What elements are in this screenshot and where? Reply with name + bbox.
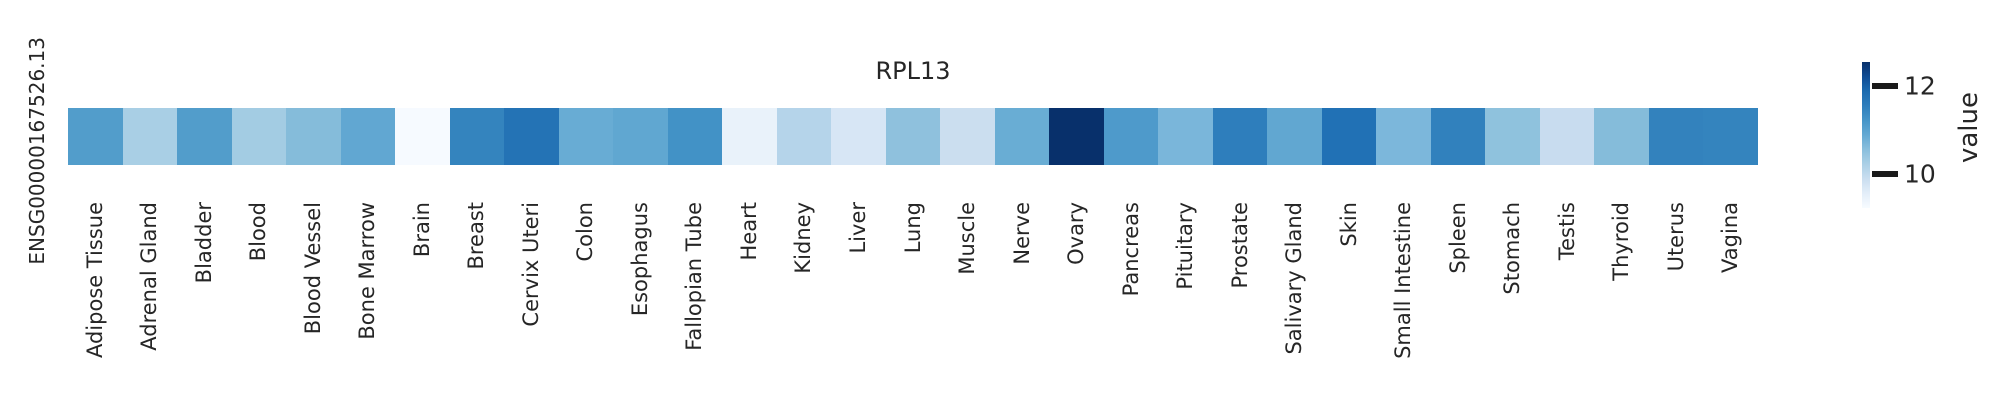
tissue-label-brain: Brain xyxy=(409,202,434,258)
tissue-label-stomach: Stomach xyxy=(1500,202,1525,295)
heatmap-cell-colon xyxy=(558,108,614,165)
heatmap-cell-fallopian-tube xyxy=(667,108,723,165)
tissue-label-bone-marrow: Bone Marrow xyxy=(355,202,380,340)
heatmap-cell-skin xyxy=(1321,108,1377,165)
heatmap-cell-kidney xyxy=(776,108,832,165)
heatmap-cell-nerve xyxy=(994,108,1050,165)
heatmap-cell-heart xyxy=(722,108,777,165)
heatmap-cell-adipose-tissue xyxy=(68,108,123,165)
tissue-label-vagina: Vagina xyxy=(1718,202,1743,273)
tissue-label-fallopian-tube: Fallopian Tube xyxy=(682,202,707,351)
heatmap-cell-pituitary xyxy=(1158,108,1213,165)
tissue-label-liver: Liver xyxy=(845,202,870,254)
tissue-label-skin: Skin xyxy=(1336,202,1361,247)
colorbar-tick-label: 10 xyxy=(1904,159,1936,189)
tissue-label-muscle: Muscle xyxy=(955,202,980,275)
heatmap-cell-vagina xyxy=(1703,108,1758,165)
heatmap-cell-uterus xyxy=(1648,108,1704,165)
heatmap-cell-muscle xyxy=(940,108,995,165)
colorbar-gradient xyxy=(1862,62,1870,208)
heatmap-cell-stomach xyxy=(1485,108,1540,165)
heatmap-cell-brain xyxy=(395,108,450,165)
tissue-label-adrenal-gland: Adrenal Gland xyxy=(137,202,162,351)
tissue-label-uterus: Uterus xyxy=(1663,202,1688,272)
heatmap-cell-lung xyxy=(885,108,941,165)
tissue-label-adipose-tissue: Adipose Tissue xyxy=(82,202,107,359)
tissue-label-pituitary: Pituitary xyxy=(1173,202,1198,290)
tissue-label-blood-vessel: Blood Vessel xyxy=(300,202,325,335)
heatmap-cell-small-intestine xyxy=(1376,108,1431,165)
tissue-label-ovary: Ovary xyxy=(1064,202,1089,265)
tissue-label-small-intestine: Small Intestine xyxy=(1391,202,1416,359)
gene-id-row-label: ENSG00000167526.13 xyxy=(25,37,49,265)
tissue-label-salivary-gland: Salivary Gland xyxy=(1282,202,1307,355)
heatmap-cell-bladder xyxy=(177,108,232,165)
colorbar-tick-label: 12 xyxy=(1904,71,1936,101)
tissue-label-pancreas: Pancreas xyxy=(1118,202,1143,297)
tissue-label-colon: Colon xyxy=(573,202,598,262)
heatmap-cell-breast xyxy=(449,108,505,165)
heatmap-cell-salivary-gland xyxy=(1267,108,1322,165)
tissue-label-blood: Blood xyxy=(246,202,271,262)
colorbar-axis-label: value xyxy=(1954,92,1984,164)
tissue-label-breast: Breast xyxy=(464,202,489,270)
colorbar-tick-mark xyxy=(1872,171,1898,177)
tissue-label-lung: Lung xyxy=(900,202,925,254)
heatmap-cell-cervix-uteri xyxy=(504,108,559,165)
heatmap-cell-blood xyxy=(231,108,287,165)
tissue-label-cervix-uteri: Cervix Uteri xyxy=(518,202,543,327)
heatmap-cell-spleen xyxy=(1430,108,1486,165)
heatmap-row xyxy=(68,108,1758,165)
tissue-label-prostate: Prostate xyxy=(1227,202,1252,289)
heatmap-cell-esophagus xyxy=(613,108,668,165)
tissue-label-heart: Heart xyxy=(736,202,761,261)
heatmap-cell-testis xyxy=(1539,108,1595,165)
tissue-label-esophagus: Esophagus xyxy=(627,202,652,317)
tissue-label-nerve: Nerve xyxy=(1009,202,1034,265)
tissue-label-spleen: Spleen xyxy=(1445,202,1470,274)
heatmap-cell-prostate xyxy=(1212,108,1268,165)
heatmap-cell-pancreas xyxy=(1103,108,1159,165)
heatmap-cell-blood-vessel xyxy=(286,108,341,165)
chart-title: RPL13 xyxy=(875,57,951,85)
heatmap-cell-ovary xyxy=(1049,108,1104,165)
heatmap-cell-thyroid xyxy=(1594,108,1649,165)
heatmap-cell-liver xyxy=(831,108,886,165)
colorbar-tick-mark xyxy=(1872,83,1898,89)
heatmap-cell-adrenal-gland xyxy=(122,108,178,165)
tissue-label-bladder: Bladder xyxy=(191,202,216,284)
tissue-label-kidney: Kidney xyxy=(791,202,816,274)
tissue-label-testis: Testis xyxy=(1554,202,1579,261)
heatmap-cell-bone-marrow xyxy=(340,108,396,165)
tissue-label-thyroid: Thyroid xyxy=(1609,202,1634,281)
